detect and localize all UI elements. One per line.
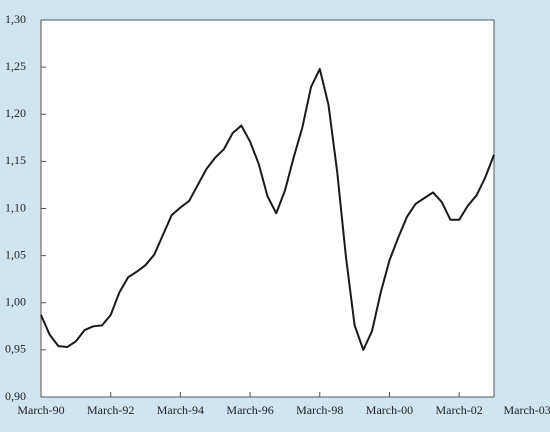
y-tick-label: 1,00 xyxy=(5,295,26,309)
x-tick-label: March-03 xyxy=(503,403,550,417)
x-tick-label: March-00 xyxy=(366,403,413,417)
y-tick-label: 1,20 xyxy=(5,106,26,120)
x-tick-label: March-96 xyxy=(226,403,273,417)
x-tick-label: March-02 xyxy=(435,403,482,417)
y-tick-label: 1,25 xyxy=(5,59,26,73)
y-tick-label: 1,30 xyxy=(5,12,26,26)
y-tick-label: 1,05 xyxy=(5,247,26,261)
line xyxy=(40,68,495,351)
y-tick-label: 0,90 xyxy=(5,389,26,403)
x-tick-label: March-94 xyxy=(157,403,204,417)
x-tick-label: March-90 xyxy=(17,403,64,417)
y-tick-label: 1,10 xyxy=(5,200,26,214)
plot-area xyxy=(40,19,495,398)
y-tick-label: 0,95 xyxy=(5,342,26,356)
x-tick-label: March-98 xyxy=(296,403,343,417)
y-tick-label: 1,15 xyxy=(5,153,26,167)
x-tick-label: March-92 xyxy=(87,403,134,417)
